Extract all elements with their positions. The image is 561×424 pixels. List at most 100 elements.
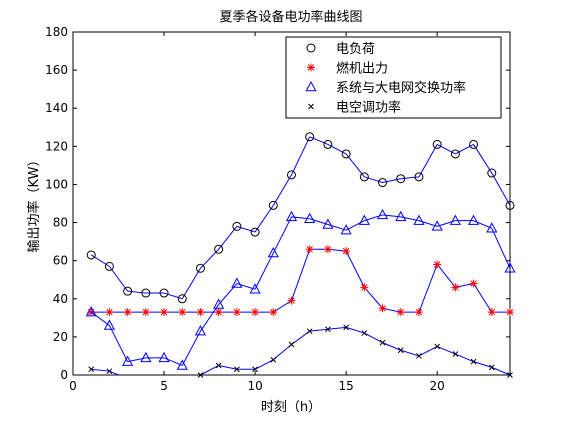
data-point	[359, 172, 369, 182]
data-point	[159, 288, 169, 298]
series-line-segment	[418, 264, 438, 313]
data-point	[85, 306, 97, 317]
data-point	[340, 224, 352, 235]
data-point	[232, 221, 242, 231]
data-point	[123, 286, 133, 296]
series-line-segment	[272, 216, 292, 254]
y-tick-label: 100	[45, 177, 68, 191]
data-point	[325, 326, 331, 333]
series-line-segment	[473, 283, 493, 313]
series-line-segment	[345, 250, 365, 288]
data-point	[106, 368, 113, 375]
data-point	[323, 139, 333, 149]
legend-label: 电空调功率	[336, 100, 401, 116]
data-point	[213, 298, 225, 309]
data-point	[416, 353, 422, 359]
x-tick-label: 15	[338, 379, 353, 393]
data-point	[158, 351, 170, 363]
series-4	[88, 324, 513, 378]
series-line-segment	[382, 307, 401, 313]
y-tick-label: 120	[45, 139, 68, 153]
chart-title: 夏季各设备电功率曲线图	[219, 9, 362, 25]
x-tick-label: 5	[160, 379, 168, 393]
series-line-segment	[382, 342, 401, 351]
data-point	[449, 214, 461, 225]
y-tick-label: 60	[53, 254, 68, 268]
legend-marker	[308, 103, 314, 110]
x-tick-label: 20	[430, 379, 445, 393]
series-line-segment	[309, 328, 328, 332]
series-line-segment	[181, 330, 201, 366]
series-line-segment	[418, 144, 438, 178]
data-point	[305, 132, 315, 142]
series-line-segment	[382, 178, 401, 184]
series-line-segment	[327, 326, 347, 330]
series-line-segment	[436, 264, 456, 288]
legend-label: 燃机出力	[336, 61, 388, 77]
series-line-segment	[200, 365, 219, 376]
data-point	[414, 308, 423, 317]
data-point	[304, 212, 316, 223]
series-line-segment	[163, 292, 183, 300]
data-point	[249, 283, 261, 294]
data-point	[452, 351, 459, 357]
data-point	[305, 245, 314, 254]
data-point	[306, 328, 313, 335]
y-tick-label: 180	[45, 25, 68, 39]
data-point	[342, 247, 351, 256]
legend-marker	[305, 80, 317, 92]
y-axis-label: 输出功率（KW）	[26, 154, 42, 253]
data-point	[123, 308, 132, 317]
series-line-segment	[455, 143, 474, 155]
data-point	[122, 355, 134, 366]
x-tick-label: 0	[69, 379, 77, 393]
series-line-segment	[473, 361, 492, 368]
series-line-segment	[436, 143, 456, 155]
data-point	[470, 358, 477, 365]
series-line-segment	[363, 287, 383, 309]
data-point	[196, 308, 205, 317]
series-line-segment	[127, 290, 146, 294]
y-tick-label: 140	[45, 101, 68, 115]
data-point	[232, 308, 241, 317]
data-point	[141, 308, 150, 317]
data-point	[433, 260, 442, 269]
series-line-segment	[109, 266, 129, 292]
data-point	[413, 214, 425, 225]
series-line-segment	[345, 153, 365, 178]
data-point	[86, 250, 96, 260]
data-point	[323, 245, 332, 254]
series-line-segment	[109, 370, 119, 376]
series-line-segment	[90, 254, 110, 267]
series-line-segment	[254, 359, 274, 370]
data-point	[486, 222, 498, 233]
data-point	[140, 351, 152, 363]
series-3	[85, 208, 516, 370]
data-point	[507, 372, 513, 378]
data-point	[270, 356, 277, 363]
data-point	[378, 304, 387, 313]
data-point	[214, 308, 223, 317]
data-point	[343, 324, 349, 331]
data-point	[287, 170, 296, 180]
data-point	[431, 220, 443, 231]
series-line-segment	[436, 345, 456, 355]
series-line-segment	[91, 368, 110, 372]
legend-label: 电负荷	[336, 42, 375, 57]
data-point	[358, 214, 370, 225]
series-line-segment	[218, 364, 237, 370]
x-axis-label: 时刻（h）	[261, 400, 321, 415]
series-line-segment	[218, 226, 238, 250]
series-line-segment	[272, 344, 292, 361]
legend-label: 系统与大电网交换功率	[336, 80, 466, 96]
data-point	[376, 208, 389, 220]
series-line-segment	[345, 326, 365, 334]
data-point	[414, 172, 424, 182]
legend-box	[285, 36, 502, 119]
data-point	[322, 218, 334, 229]
x-tick-label: 10	[247, 379, 262, 393]
data-point	[234, 366, 240, 373]
series-2	[87, 245, 514, 317]
